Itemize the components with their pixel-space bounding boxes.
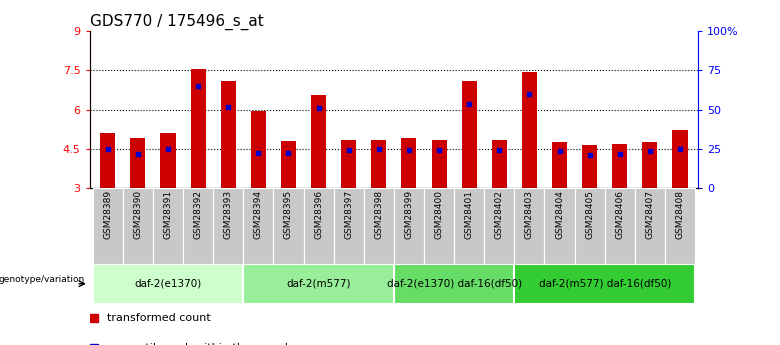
Text: GDS770 / 175496_s_at: GDS770 / 175496_s_at (90, 13, 264, 30)
Bar (93, 188, 122, 264)
Bar (575, 188, 604, 264)
Bar (394, 264, 514, 304)
Text: transformed count: transformed count (108, 313, 211, 323)
Bar (274, 188, 303, 264)
Text: GSM28401: GSM28401 (465, 190, 473, 239)
Bar (582, 145, 597, 188)
Bar (243, 188, 274, 264)
Bar (394, 188, 424, 264)
Bar (552, 142, 567, 188)
Text: daf-2(e1370): daf-2(e1370) (134, 279, 202, 289)
Bar (431, 140, 447, 188)
Bar (153, 188, 183, 264)
Bar (303, 188, 334, 264)
Text: GSM28396: GSM28396 (314, 190, 323, 239)
Bar (190, 69, 206, 188)
Text: percentile rank within the sample: percentile rank within the sample (108, 343, 295, 345)
Bar (161, 133, 176, 188)
Text: GSM28406: GSM28406 (615, 190, 624, 239)
Bar (544, 188, 575, 264)
Text: daf-2(m577): daf-2(m577) (286, 279, 351, 289)
Bar (363, 188, 394, 264)
Bar (311, 95, 326, 188)
Bar (665, 188, 695, 264)
Bar (612, 144, 627, 188)
Bar (604, 188, 635, 264)
Bar (251, 111, 266, 188)
Bar (101, 133, 115, 188)
Bar (130, 138, 145, 188)
Bar (484, 188, 514, 264)
Bar (635, 188, 665, 264)
Text: GSM28400: GSM28400 (434, 190, 444, 239)
Bar (672, 130, 687, 188)
Text: GSM28390: GSM28390 (133, 190, 143, 239)
Text: GSM28403: GSM28403 (525, 190, 534, 239)
Text: GSM28392: GSM28392 (193, 190, 203, 239)
Text: genotype/variation: genotype/variation (0, 275, 85, 284)
Bar (281, 141, 296, 188)
Bar (522, 72, 537, 188)
Text: GSM28408: GSM28408 (675, 190, 685, 239)
Text: GSM28397: GSM28397 (344, 190, 353, 239)
Bar (213, 188, 243, 264)
Text: GSM28389: GSM28389 (103, 190, 112, 239)
Text: GSM28402: GSM28402 (495, 190, 504, 239)
Bar (514, 264, 695, 304)
Text: GSM28391: GSM28391 (164, 190, 172, 239)
Text: daf-2(e1370) daf-16(df50): daf-2(e1370) daf-16(df50) (387, 279, 522, 289)
Bar (371, 140, 386, 188)
Bar (491, 140, 507, 188)
Bar (183, 188, 213, 264)
Bar (462, 81, 477, 188)
Bar (514, 188, 544, 264)
Text: GSM28395: GSM28395 (284, 190, 293, 239)
Bar (221, 81, 236, 188)
Text: GSM28405: GSM28405 (585, 190, 594, 239)
Bar (454, 188, 484, 264)
Text: GSM28393: GSM28393 (224, 190, 232, 239)
Bar (243, 264, 394, 304)
Text: GSM28407: GSM28407 (645, 190, 654, 239)
Text: GSM28404: GSM28404 (555, 190, 564, 239)
Bar (93, 264, 243, 304)
Bar (122, 188, 153, 264)
Bar (643, 142, 658, 188)
Text: GSM28399: GSM28399 (405, 190, 413, 239)
Bar (424, 188, 454, 264)
Text: daf-2(m577) daf-16(df50): daf-2(m577) daf-16(df50) (538, 279, 671, 289)
Text: GSM28398: GSM28398 (374, 190, 383, 239)
Bar (402, 138, 417, 188)
Text: GSM28394: GSM28394 (254, 190, 263, 239)
Bar (341, 140, 356, 188)
Bar (334, 188, 363, 264)
